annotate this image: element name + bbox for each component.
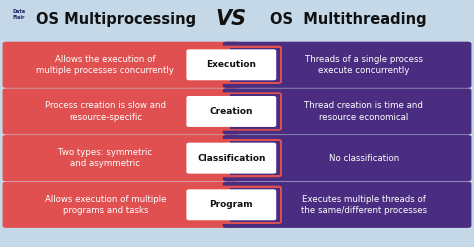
- Text: Allows the execution of
multiple processes concurrently: Allows the execution of multiple process…: [36, 55, 174, 75]
- FancyBboxPatch shape: [186, 189, 276, 220]
- Text: Thread creation is time and
resource economical: Thread creation is time and resource eco…: [304, 101, 423, 122]
- Text: VS: VS: [216, 9, 247, 29]
- Bar: [230, 94, 280, 129]
- Text: Program: Program: [210, 200, 253, 209]
- Bar: [230, 188, 280, 222]
- Text: Allows execution of multiple
programs and tasks: Allows execution of multiple programs an…: [45, 195, 166, 215]
- Text: OS  Multithreading: OS Multithreading: [270, 12, 427, 27]
- FancyBboxPatch shape: [223, 135, 472, 181]
- Text: Creation: Creation: [210, 107, 253, 116]
- FancyBboxPatch shape: [223, 182, 472, 228]
- FancyBboxPatch shape: [181, 46, 282, 84]
- FancyBboxPatch shape: [186, 96, 276, 127]
- Bar: [230, 141, 280, 175]
- Text: Classification: Classification: [197, 154, 265, 163]
- Text: Execution: Execution: [206, 60, 256, 69]
- Text: Threads of a single process
execute concurrently: Threads of a single process execute conc…: [305, 55, 423, 75]
- FancyBboxPatch shape: [2, 42, 240, 88]
- Text: Executes multiple threads of
the same/different processes: Executes multiple threads of the same/di…: [301, 195, 427, 215]
- FancyBboxPatch shape: [2, 88, 240, 135]
- FancyBboxPatch shape: [186, 49, 276, 80]
- Text: Process creation is slow and
resource-specific: Process creation is slow and resource-sp…: [45, 101, 166, 122]
- FancyBboxPatch shape: [2, 135, 240, 181]
- Text: OS Multiprocessing: OS Multiprocessing: [36, 12, 197, 27]
- Bar: [230, 48, 280, 82]
- FancyBboxPatch shape: [223, 88, 472, 135]
- Text: Two types: symmetric
and asymmetric: Two types: symmetric and asymmetric: [58, 148, 153, 168]
- FancyBboxPatch shape: [223, 42, 472, 88]
- FancyBboxPatch shape: [181, 139, 282, 177]
- Text: No classification: No classification: [328, 154, 399, 163]
- FancyBboxPatch shape: [2, 182, 240, 228]
- Text: Data
Flair: Data Flair: [12, 9, 26, 20]
- FancyBboxPatch shape: [181, 186, 282, 224]
- FancyBboxPatch shape: [186, 143, 276, 174]
- FancyBboxPatch shape: [181, 92, 282, 131]
